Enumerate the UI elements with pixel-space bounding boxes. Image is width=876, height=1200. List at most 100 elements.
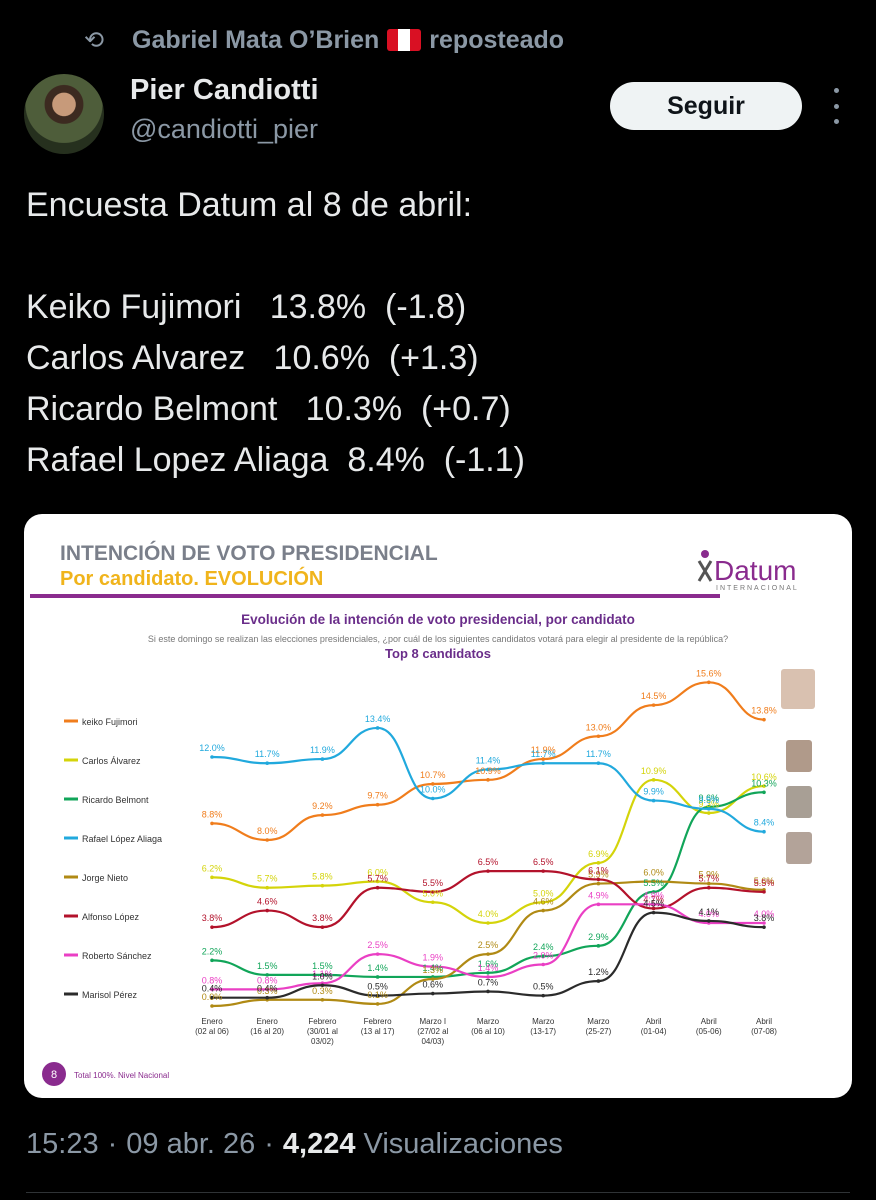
author-handle[interactable]: @candiotti_pier <box>130 114 319 144</box>
data-point <box>707 680 711 685</box>
follow-button[interactable]: Seguir <box>610 82 802 130</box>
chart-top: Top 8 candidatos <box>385 646 491 661</box>
data-label: 1.3% <box>423 965 444 975</box>
data-label: 12.0% <box>199 743 225 753</box>
data-point <box>596 881 601 886</box>
series-line <box>211 778 765 925</box>
data-point <box>265 995 269 1000</box>
data-point <box>596 902 601 907</box>
chart-svg: INTENCIÓN DE VOTO PRESIDENCIAL Por candi… <box>30 541 815 1086</box>
data-label: 6.0% <box>643 868 664 878</box>
avatar[interactable] <box>24 74 104 154</box>
data-point <box>431 964 435 969</box>
data-point <box>265 885 269 890</box>
data-label: 15.6% <box>696 668 722 678</box>
tweet-text: Encuesta Datum al 8 de abril: Keiko Fuji… <box>26 180 856 486</box>
data-label: 1.5% <box>257 961 278 971</box>
data-point <box>651 778 656 782</box>
data-point <box>210 755 214 759</box>
data-label: 1.9% <box>423 953 444 963</box>
data-label: 11.9% <box>310 745 335 755</box>
data-label: 9.5% <box>699 795 720 805</box>
data-label: 2.4% <box>533 942 554 952</box>
data-point <box>210 1004 214 1008</box>
data-label: 0.3% <box>257 986 278 996</box>
data-label: 2.5% <box>367 940 388 950</box>
data-point <box>320 883 325 888</box>
data-label: 4.0% <box>699 909 720 919</box>
x-tick-label: 03/02) <box>311 1037 334 1046</box>
x-tick-label: (25-27) <box>586 1027 612 1036</box>
data-label: 9.2% <box>312 801 333 811</box>
legend-label: Alfonso López <box>82 912 140 922</box>
data-point <box>762 829 766 834</box>
legend-label: Marisol Pérez <box>82 990 138 1000</box>
tweet-time[interactable]: 15:23 <box>26 1128 99 1160</box>
data-point <box>486 767 490 772</box>
data-label: 0.0% <box>202 992 223 1002</box>
more-vertical-icon[interactable] <box>824 88 848 124</box>
data-label: 10.9% <box>641 766 667 776</box>
brand-name: Datum <box>714 555 796 586</box>
data-point <box>762 921 766 925</box>
data-label: 10.3% <box>751 778 777 788</box>
data-point <box>707 811 711 815</box>
data-label: 8.8% <box>202 809 223 819</box>
data-point <box>541 869 545 873</box>
data-point <box>762 784 766 788</box>
data-label: 5.9% <box>588 870 609 880</box>
data-label: 5.5% <box>423 878 444 888</box>
chart-header-title: INTENCIÓN DE VOTO PRESIDENCIAL <box>60 541 438 565</box>
page-number: 8 <box>51 1069 57 1081</box>
data-point <box>210 987 214 992</box>
legend-label: keiko Fujimori <box>82 717 138 727</box>
data-label: 11.9% <box>531 745 556 755</box>
tweet-line: Rafael Lopez Aliaga 8.4% (-1.1) <box>26 441 525 479</box>
data-point <box>375 975 380 979</box>
repost-header[interactable]: ⟲ Gabriel Mata O’Brien reposteado <box>84 24 564 56</box>
data-label: 5.0% <box>533 888 554 898</box>
data-label: 6.5% <box>478 857 499 867</box>
data-point <box>320 983 325 988</box>
x-tick-label: Febrero <box>308 1017 337 1026</box>
data-label: 4.9% <box>643 890 664 900</box>
repost-author[interactable]: Gabriel Mata O’Brien <box>132 25 380 54</box>
data-label: 1.4% <box>423 963 444 973</box>
data-label: 2.9% <box>588 932 609 942</box>
data-label: 10.6% <box>751 772 777 782</box>
data-point <box>762 925 766 929</box>
tweet-footer: 15:23 · 09 abr. 26 · 4,224 Visualizacion… <box>26 1128 563 1160</box>
x-tick-label: (16 al 20) <box>250 1027 284 1036</box>
chart-image[interactable]: INTENCIÓN DE VOTO PRESIDENCIAL Por candi… <box>24 514 852 1098</box>
data-label: 0.1% <box>367 990 388 1000</box>
data-point <box>651 798 656 803</box>
tweet-line: Ricardo Belmont 10.3% (+0.7) <box>26 390 511 428</box>
repost-label: reposteado <box>429 25 565 54</box>
data-label: 6.1% <box>588 865 609 875</box>
candidate-photo <box>781 669 815 709</box>
x-tick-label: (13-17) <box>530 1027 556 1036</box>
x-tick-label: (06 al 10) <box>471 1027 505 1036</box>
data-label: 0.7% <box>478 977 499 987</box>
data-point <box>431 991 435 996</box>
data-point <box>375 952 380 956</box>
data-point <box>320 757 325 761</box>
divider <box>26 1192 850 1193</box>
data-point <box>596 734 601 739</box>
data-point <box>375 1002 380 1006</box>
data-point <box>431 782 435 786</box>
data-point <box>541 954 545 958</box>
data-label: 0.4% <box>202 984 223 994</box>
data-label: 0.6% <box>423 980 444 990</box>
data-label: 9.9% <box>643 787 664 797</box>
series-line <box>211 791 765 979</box>
header-rule <box>30 594 720 598</box>
data-point <box>596 979 601 983</box>
tweet-date[interactable]: 09 abr. 26 <box>126 1128 256 1160</box>
data-label: 1.5% <box>312 961 333 971</box>
data-point <box>486 971 490 975</box>
author-name[interactable]: Pier Candiotti <box>130 74 319 106</box>
data-point <box>431 900 435 905</box>
data-point <box>210 875 214 880</box>
peru-flag-icon <box>387 29 422 51</box>
